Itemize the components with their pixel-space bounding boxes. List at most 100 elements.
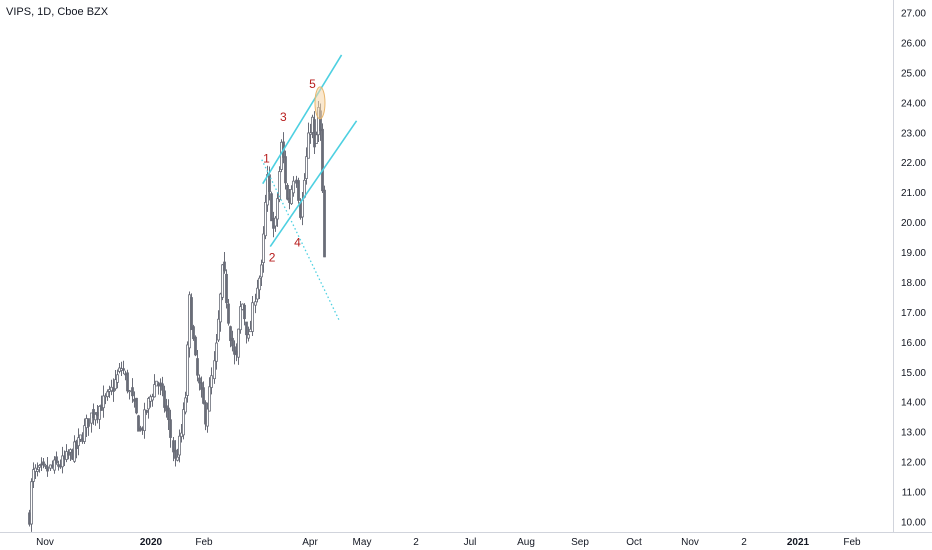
- candle-up: [262, 233, 265, 263]
- candle-down: [55, 456, 58, 464]
- chart-title: VIPS, 1D, Cboe BZX: [6, 6, 109, 18]
- candle-up: [102, 395, 105, 409]
- candle-down: [161, 383, 164, 391]
- candle-down: [200, 382, 203, 390]
- candle-up: [38, 465, 41, 468]
- candle-up: [186, 344, 189, 396]
- time-tick-label: Sep: [571, 537, 589, 548]
- candle-down: [137, 415, 140, 432]
- price-tick-label: 26.00: [901, 38, 926, 49]
- candle-down: [167, 407, 170, 421]
- candle-up: [274, 217, 277, 227]
- candle-up: [128, 390, 131, 393]
- candle-down: [268, 174, 271, 193]
- candle-up: [147, 398, 150, 410]
- candle-down: [172, 440, 175, 453]
- time-tick-label: Apr: [302, 537, 318, 548]
- candles-layer: [28, 101, 326, 532]
- candle-down: [126, 372, 129, 392]
- candle-down: [42, 461, 45, 466]
- candle-down: [229, 326, 232, 342]
- candle-up: [206, 408, 209, 427]
- candle-down: [223, 261, 226, 272]
- price-tick-label: 12.00: [901, 458, 926, 469]
- candle-down: [297, 180, 300, 201]
- candle-up: [44, 464, 47, 467]
- candle-up: [30, 481, 33, 525]
- candle-up: [215, 342, 218, 362]
- channel-upper-line[interactable]: [262, 54, 343, 185]
- wave-label: 1: [263, 152, 270, 166]
- candle-down: [169, 419, 172, 438]
- price-tick-label: 24.00: [901, 98, 926, 109]
- candle-down: [323, 189, 326, 258]
- drawing-layer: 1 2 3 4 5: [261, 54, 358, 322]
- candle-down: [270, 193, 273, 222]
- time-tick-label: Jul: [464, 537, 477, 548]
- wave-label: 3: [280, 110, 287, 124]
- candle-down: [321, 128, 324, 192]
- price-tick-label: 20.00: [901, 218, 926, 229]
- candle-up: [237, 328, 240, 358]
- candle-up: [251, 302, 254, 332]
- price-tick-label: 25.00: [901, 68, 926, 79]
- candle-up: [83, 425, 86, 442]
- candle-down: [313, 119, 316, 148]
- candle-down: [243, 304, 246, 320]
- price-tick-label: 17.00: [901, 308, 926, 319]
- highlight-ellipse[interactable]: [314, 86, 326, 120]
- price-tick-label: 15.00: [901, 368, 926, 379]
- candle-up: [79, 434, 82, 440]
- price-tick-label: 19.00: [901, 248, 926, 259]
- price-axis[interactable]: 10.00 11.00 12.00 13.00 14.00 15.00 16.00 17.00…: [893, 0, 927, 532]
- candle-down: [145, 410, 148, 413]
- candle-up: [315, 134, 318, 144]
- price-tick-label: 22.00: [901, 158, 926, 169]
- candle-up: [307, 132, 310, 159]
- candle-down: [196, 358, 199, 376]
- candle-up: [221, 264, 224, 298]
- candle-down: [57, 464, 60, 467]
- price-tick-label: 21.00: [901, 188, 926, 199]
- candle-down: [227, 303, 230, 324]
- candle-down: [112, 388, 115, 392]
- candle-down: [192, 326, 195, 340]
- candle-down: [286, 184, 289, 200]
- candle-up: [114, 379, 117, 390]
- wave-label: 5: [309, 77, 316, 91]
- candle-up: [260, 264, 263, 278]
- candle-up: [208, 386, 211, 412]
- price-tick-label: 18.00: [901, 278, 926, 289]
- price-tick-label: 27.00: [901, 9, 926, 20]
- time-tick-label: Feb: [195, 537, 213, 548]
- time-axis[interactable]: Nov 2020 Feb Apr May 2 Jul Aug Sep Oct Nov 2 2021 Feb: [0, 532, 932, 549]
- candle-down: [198, 377, 201, 384]
- price-tick-label: 23.00: [901, 128, 926, 139]
- time-tick-label: Nov: [36, 537, 54, 548]
- candle-down: [67, 452, 70, 456]
- candle-up: [247, 334, 250, 339]
- candle-up: [143, 409, 146, 432]
- candle-up: [61, 455, 64, 468]
- candle-up: [254, 301, 257, 306]
- candle-up: [155, 380, 158, 387]
- candle-down: [202, 387, 205, 404]
- candle-up: [36, 469, 39, 472]
- channel-lower-line[interactable]: [269, 120, 358, 247]
- candle-down: [92, 409, 95, 419]
- candle-down: [87, 418, 90, 427]
- price-tick-label: 14.00: [901, 398, 926, 409]
- time-tick-label: May: [353, 537, 372, 548]
- candle-down: [245, 321, 248, 336]
- candle-up: [73, 441, 76, 462]
- candle-up: [153, 384, 156, 398]
- time-tick-label: Feb: [843, 537, 861, 548]
- candle-up: [106, 391, 109, 397]
- price-tick-label: 11.00: [902, 488, 927, 499]
- wave-label: 2: [269, 251, 276, 265]
- time-tick-label: 2021: [787, 537, 810, 548]
- candle-up: [239, 306, 242, 331]
- time-tick-label: Oct: [626, 537, 642, 548]
- time-tick-label: Aug: [517, 537, 535, 548]
